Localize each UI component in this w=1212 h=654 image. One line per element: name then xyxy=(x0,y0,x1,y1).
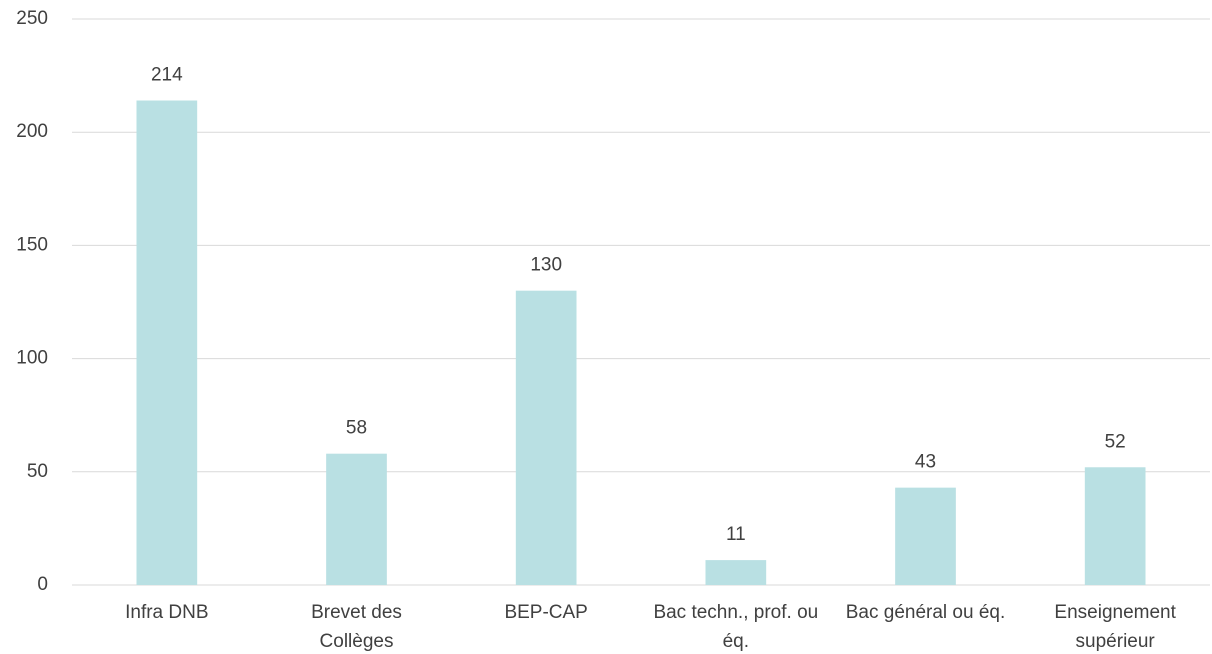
x-tick-label: Enseignement supérieur xyxy=(1054,602,1176,652)
y-tick-label: 150 xyxy=(16,234,48,255)
bar xyxy=(895,487,956,585)
x-tick-label: Brevet des Collèges xyxy=(311,602,402,652)
y-tick-label: 100 xyxy=(16,348,48,369)
y-tick-label: 200 xyxy=(16,121,48,142)
x-tick-label: Infra DNB xyxy=(125,602,209,623)
value-label: 214 xyxy=(151,65,183,86)
x-tick-label: Bac général ou éq. xyxy=(845,602,1006,623)
bar xyxy=(136,100,198,585)
x-tick-label: Bac techn., prof. ou éq. xyxy=(653,602,819,652)
y-tick-label: 250 xyxy=(16,8,48,29)
y-tick-label: 50 xyxy=(27,461,48,482)
value-label: 52 xyxy=(1105,431,1126,452)
bar xyxy=(705,560,767,585)
value-label: 43 xyxy=(915,452,936,473)
bar xyxy=(515,290,577,585)
value-label: 130 xyxy=(530,255,562,276)
bar xyxy=(326,453,387,585)
value-label: 58 xyxy=(346,418,367,439)
bar xyxy=(1084,467,1146,585)
value-label: 11 xyxy=(726,524,746,545)
y-tick-label: 0 xyxy=(37,574,48,595)
x-tick-label: BEP-CAP xyxy=(504,602,588,623)
